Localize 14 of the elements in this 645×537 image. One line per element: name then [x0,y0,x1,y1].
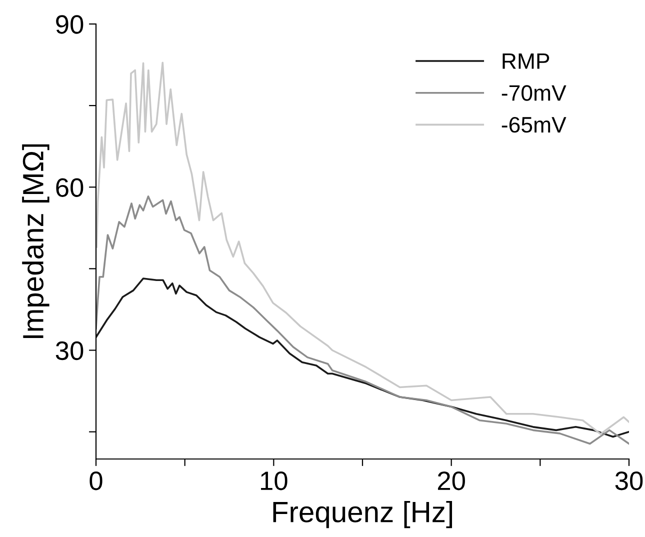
y-tick-label: 90 [56,15,84,34]
x-tick-label: 0 [90,472,102,490]
legend-label: -70mV [502,85,566,101]
y-tick-label: 60 [56,178,84,197]
x-tick-label: 20 [438,472,465,490]
x-tick-label: 30 [615,472,643,490]
line-series [96,278,629,438]
x-tick-label: 10 [261,472,288,490]
line-series [96,195,629,445]
y-tick-label: 30 [56,341,84,360]
x-axis-title: Frequenz [Hz] [273,500,452,528]
legend-label: -65mV [502,116,566,133]
y-axis-title: Impedanz [MΩ] [22,144,50,338]
legend-label: RMP [502,54,550,69]
